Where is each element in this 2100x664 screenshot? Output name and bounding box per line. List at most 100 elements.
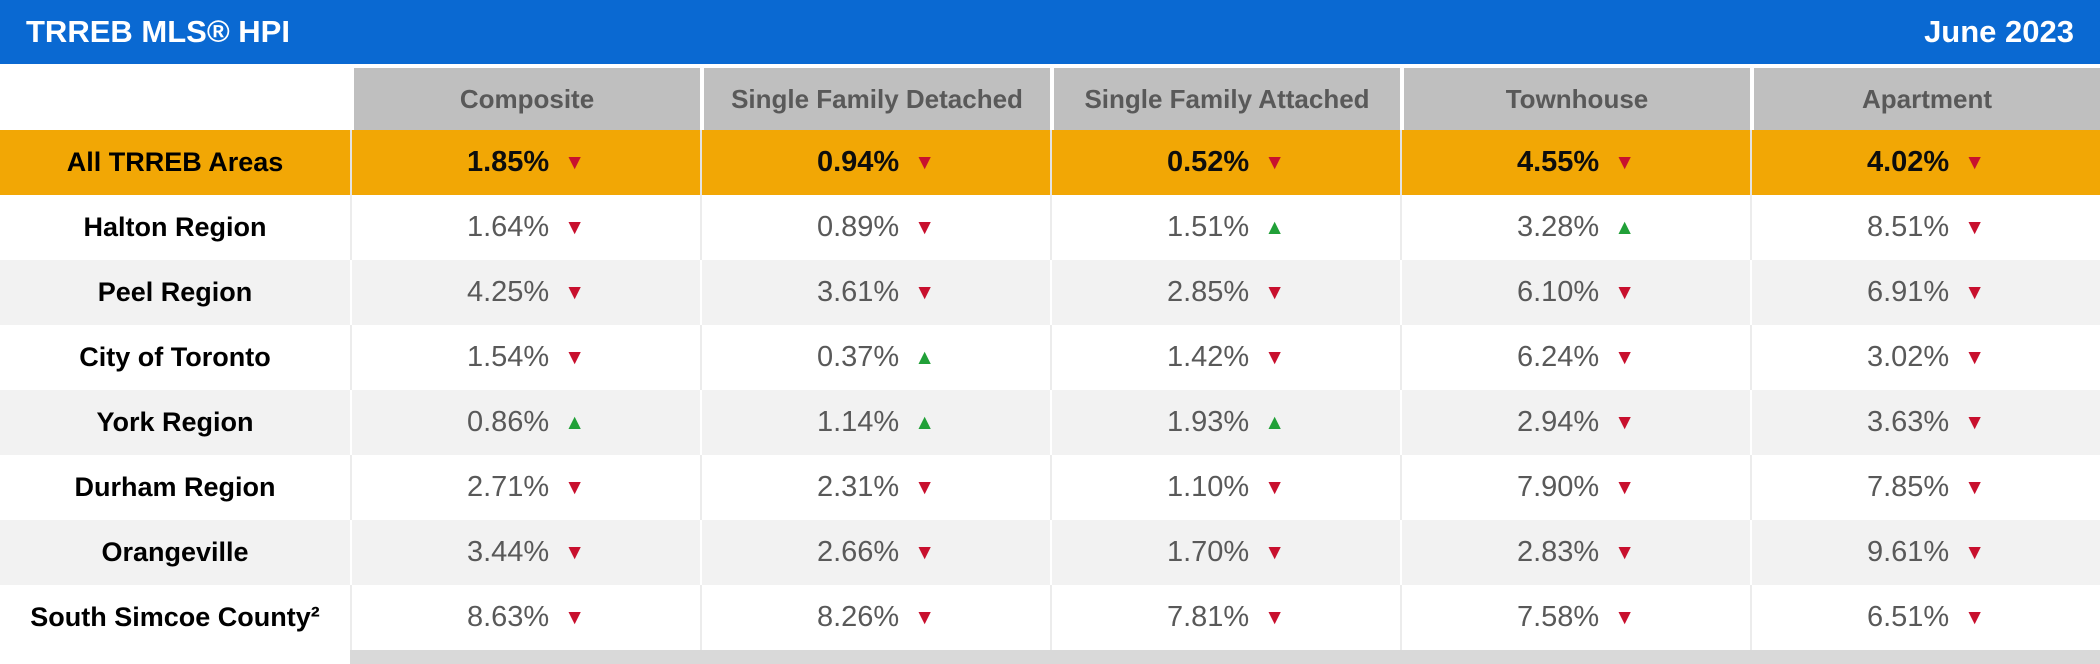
hpi-value: 0.86% <box>466 406 550 438</box>
region-label: All TRREB Areas <box>66 147 284 177</box>
hpi-value: 2.83% <box>1516 536 1600 568</box>
hpi-cell: 4.55% ▼ <box>1400 130 1750 195</box>
hpi-value: 2.71% <box>466 471 550 503</box>
region-label: Halton Region <box>83 212 267 242</box>
region-label: Durham Region <box>74 472 276 502</box>
trend-arrow-icon: ▲ <box>914 411 936 434</box>
trend-arrow-icon: ▼ <box>1614 541 1636 564</box>
report-period: June 2023 <box>1924 14 2074 49</box>
trend-arrow-icon: ▼ <box>1964 476 1986 499</box>
hpi-value: 1.70% <box>1166 536 1250 568</box>
hpi-cell: 2.71% ▼ <box>350 455 700 520</box>
trend-arrow-icon: ▼ <box>564 281 586 304</box>
trend-arrow-icon: ▼ <box>914 541 936 564</box>
trend-arrow-icon: ▲ <box>1264 411 1286 434</box>
column-header-single-family-attached: Single Family Attached <box>1050 68 1400 130</box>
hpi-value: 1.54% <box>466 341 550 373</box>
hpi-cell: 4.02% ▼ <box>1750 130 2100 195</box>
hpi-cell: 7.90% ▼ <box>1400 455 1750 520</box>
hpi-cell: 2.83% ▼ <box>1400 520 1750 585</box>
table-row-south-simcoe-county: South Simcoe County² 8.63% ▼ 8.26% ▼ 7.8… <box>0 585 2100 650</box>
hpi-cell: 0.89% ▼ <box>700 195 1050 260</box>
hpi-value: 2.31% <box>816 471 900 503</box>
hpi-value: 1.51% <box>1166 211 1250 243</box>
trend-arrow-icon: ▼ <box>1614 606 1636 629</box>
hpi-cell: 1.10% ▼ <box>1050 455 1400 520</box>
hpi-value: 8.63% <box>466 601 550 633</box>
hpi-cell: 1.85% ▼ <box>350 130 700 195</box>
hpi-value: 7.58% <box>1516 601 1600 633</box>
hpi-cell: 2.85% ▼ <box>1050 260 1400 325</box>
hpi-value: 8.26% <box>816 601 900 633</box>
trend-arrow-icon: ▼ <box>1964 216 1986 239</box>
title-bar: TRREB MLS® HPI June 2023 <box>0 0 2100 64</box>
trend-arrow-icon: ▼ <box>1614 346 1636 369</box>
hpi-cell: 8.26% ▼ <box>700 585 1050 650</box>
hpi-cell: 2.66% ▼ <box>700 520 1050 585</box>
table-row-all-trreb-areas: All TRREB Areas 1.85% ▼ 0.94% ▼ 0.52% ▼ … <box>0 130 2100 195</box>
trend-arrow-icon: ▼ <box>914 281 936 304</box>
trend-arrow-icon: ▼ <box>1264 476 1286 499</box>
hpi-cell: 7.58% ▼ <box>1400 585 1750 650</box>
hpi-cell: 0.52% ▼ <box>1050 130 1400 195</box>
table-row-halton-region: Halton Region 1.64% ▼ 0.89% ▼ 1.51% ▲ 3.… <box>0 195 2100 260</box>
hpi-value: 7.81% <box>1166 601 1250 633</box>
hpi-cell: 0.94% ▼ <box>700 130 1050 195</box>
column-header-apartment: Apartment <box>1750 68 2100 130</box>
hpi-value: 1.10% <box>1166 471 1250 503</box>
hpi-cell: 8.63% ▼ <box>350 585 700 650</box>
hpi-value: 0.37% <box>816 341 900 373</box>
hpi-value: 4.25% <box>466 276 550 308</box>
hpi-cell: 3.63% ▼ <box>1750 390 2100 455</box>
hpi-value: 3.63% <box>1866 406 1950 438</box>
hpi-value: 1.64% <box>466 211 550 243</box>
hpi-value: 4.02% <box>1866 146 1950 178</box>
hpi-value: 2.66% <box>816 536 900 568</box>
trend-arrow-icon: ▼ <box>1264 151 1286 174</box>
hpi-cell: 2.31% ▼ <box>700 455 1050 520</box>
hpi-cell: 9.61% ▼ <box>1750 520 2100 585</box>
hpi-value: 6.91% <box>1866 276 1950 308</box>
table-row-city-of-toronto: City of Toronto 1.54% ▼ 0.37% ▲ 1.42% ▼ … <box>0 325 2100 390</box>
table-row-york-region: York Region 0.86% ▲ 1.14% ▲ 1.93% ▲ 2.94… <box>0 390 2100 455</box>
trend-arrow-icon: ▼ <box>1964 606 1986 629</box>
trend-arrow-icon: ▼ <box>914 216 936 239</box>
hpi-value: 3.44% <box>466 536 550 568</box>
hpi-value: 0.89% <box>816 211 900 243</box>
trend-arrow-icon: ▼ <box>1614 151 1636 174</box>
trend-arrow-icon: ▼ <box>1264 606 1286 629</box>
trend-arrow-icon: ▼ <box>1614 411 1636 434</box>
hpi-value: 1.93% <box>1166 406 1250 438</box>
hpi-cell: 7.81% ▼ <box>1050 585 1400 650</box>
trend-arrow-icon: ▼ <box>564 151 586 174</box>
hpi-cell: 1.93% ▲ <box>1050 390 1400 455</box>
hpi-cell: 1.42% ▼ <box>1050 325 1400 390</box>
hpi-cell: 0.37% ▲ <box>700 325 1050 390</box>
hpi-value: 6.10% <box>1516 276 1600 308</box>
trend-arrow-icon: ▼ <box>1964 346 1986 369</box>
hpi-value: 7.85% <box>1866 471 1950 503</box>
trend-arrow-icon: ▼ <box>1964 281 1986 304</box>
hpi-cell: 7.85% ▼ <box>1750 455 2100 520</box>
hpi-value: 3.02% <box>1866 341 1950 373</box>
table-bottom-edge <box>0 650 2100 664</box>
table-row-durham-region: Durham Region 2.71% ▼ 2.31% ▼ 1.10% ▼ 7.… <box>0 455 2100 520</box>
bottom-edge-left <box>0 650 350 664</box>
hpi-cell: 8.51% ▼ <box>1750 195 2100 260</box>
hpi-value: 6.24% <box>1516 341 1600 373</box>
hpi-value: 1.14% <box>816 406 900 438</box>
hpi-cell: 6.10% ▼ <box>1400 260 1750 325</box>
region-label: Orangeville <box>101 537 249 567</box>
hpi-cell: 1.64% ▼ <box>350 195 700 260</box>
region-label: City of Toronto <box>79 342 271 372</box>
hpi-value: 9.61% <box>1866 536 1950 568</box>
hpi-value: 8.51% <box>1866 211 1950 243</box>
table-row-peel-region: Peel Region 4.25% ▼ 3.61% ▼ 2.85% ▼ 6.10… <box>0 260 2100 325</box>
hpi-cell: 3.28% ▲ <box>1400 195 1750 260</box>
trend-arrow-icon: ▼ <box>1264 346 1286 369</box>
region-label: York Region <box>96 407 254 437</box>
trend-arrow-icon: ▼ <box>564 606 586 629</box>
hpi-value: 6.51% <box>1866 601 1950 633</box>
trend-arrow-icon: ▼ <box>1964 541 1986 564</box>
hpi-value: 7.90% <box>1516 471 1600 503</box>
